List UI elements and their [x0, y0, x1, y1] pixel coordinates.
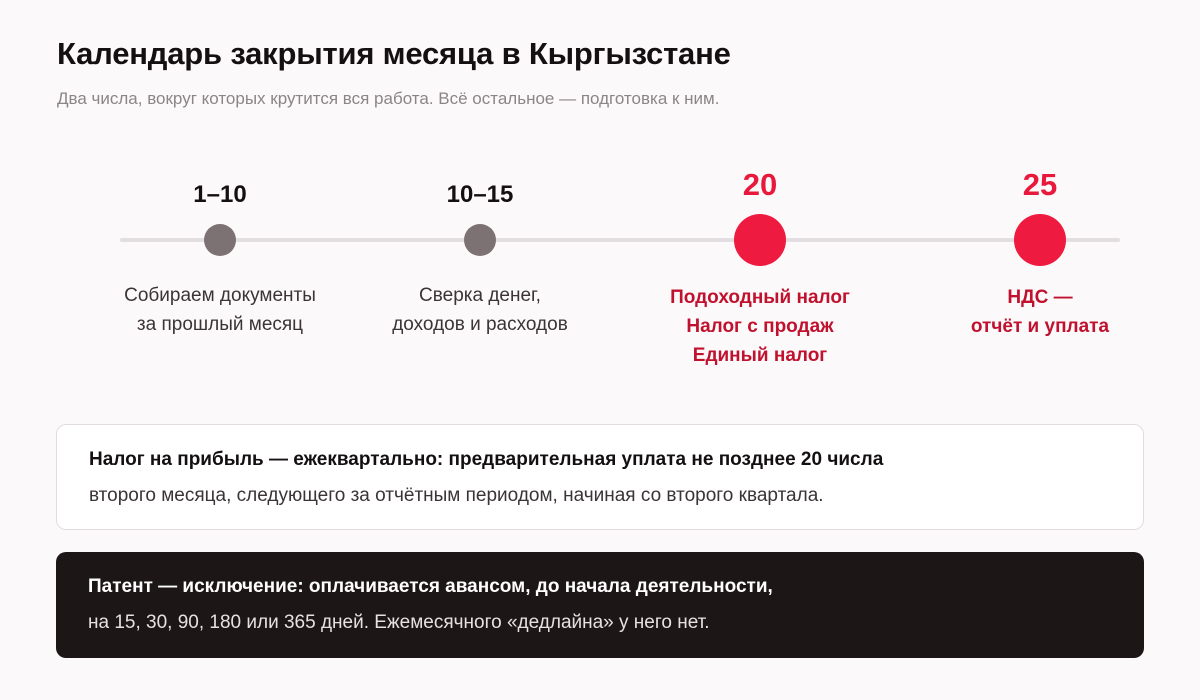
milestone-description-line: Сверка денег,: [419, 285, 541, 306]
milestone-description: Собираем документы за прошлый месяц: [70, 281, 370, 339]
timeline-line: [120, 238, 1120, 242]
milestone-label: 1–10: [193, 181, 247, 208]
milestone-description-line: за прошлый месяц: [136, 314, 304, 335]
milestone-label: 10–15: [446, 181, 514, 208]
milestone-deadline-20: 20 Подоходный налог Налог с продаж Едины…: [670, 0, 850, 366]
milestone-description: Сверка денег, доходов и расходов: [330, 281, 630, 339]
milestone-label: 20: [742, 167, 778, 202]
milestone-dot: [734, 214, 786, 266]
milestone-description-line: Налог с продаж: [686, 316, 834, 337]
profit-tax-note: Налог на прибыль — ежеквартально: предва…: [56, 424, 1144, 530]
milestone-label: 25: [1022, 167, 1058, 202]
milestone-deadline-25: 25 НДС — отчёт и уплата: [971, 0, 1109, 337]
milestone-dot: [1014, 214, 1066, 266]
note-lead: Патент — исключение: оплачивается авансо…: [88, 576, 773, 597]
milestone-dot: [464, 224, 496, 256]
patent-note: Патент — исключение: оплачивается авансо…: [56, 552, 1144, 658]
milestone-reconciliation: 10–15 Сверка денег, доходов и расходов: [392, 0, 568, 335]
milestone-description-line: Собираем документы: [124, 285, 316, 306]
milestone-description-line: Единый налог: [692, 345, 828, 366]
milestone-description-line: доходов и расходов: [392, 314, 568, 335]
milestone-dot: [204, 224, 236, 256]
milestone-description: НДС — отчёт и уплата: [890, 283, 1190, 341]
note-text: на 15, 30, 90, 180 или 365 дней. Ежемеся…: [88, 612, 710, 633]
note-lead: Налог на прибыль — ежеквартально: предва…: [89, 449, 884, 470]
note-text: второго месяца, следующего за отчётным п…: [89, 485, 824, 506]
milestone-description-line: Подоходный налог: [670, 287, 850, 308]
page-subtitle: Два числа, вокруг которых крутится вся р…: [57, 89, 720, 108]
milestone-documents: 1–10 Собираем документы за прошлый месяц: [124, 0, 316, 335]
milestone-description-line: отчёт и уплата: [970, 316, 1110, 337]
milestone-description-line: НДС —: [1007, 287, 1073, 308]
page-title: Календарь закрытия месяца в Кыргызстане: [57, 36, 731, 71]
milestone-description: Подоходный налог Налог с продаж Единый н…: [610, 283, 910, 370]
